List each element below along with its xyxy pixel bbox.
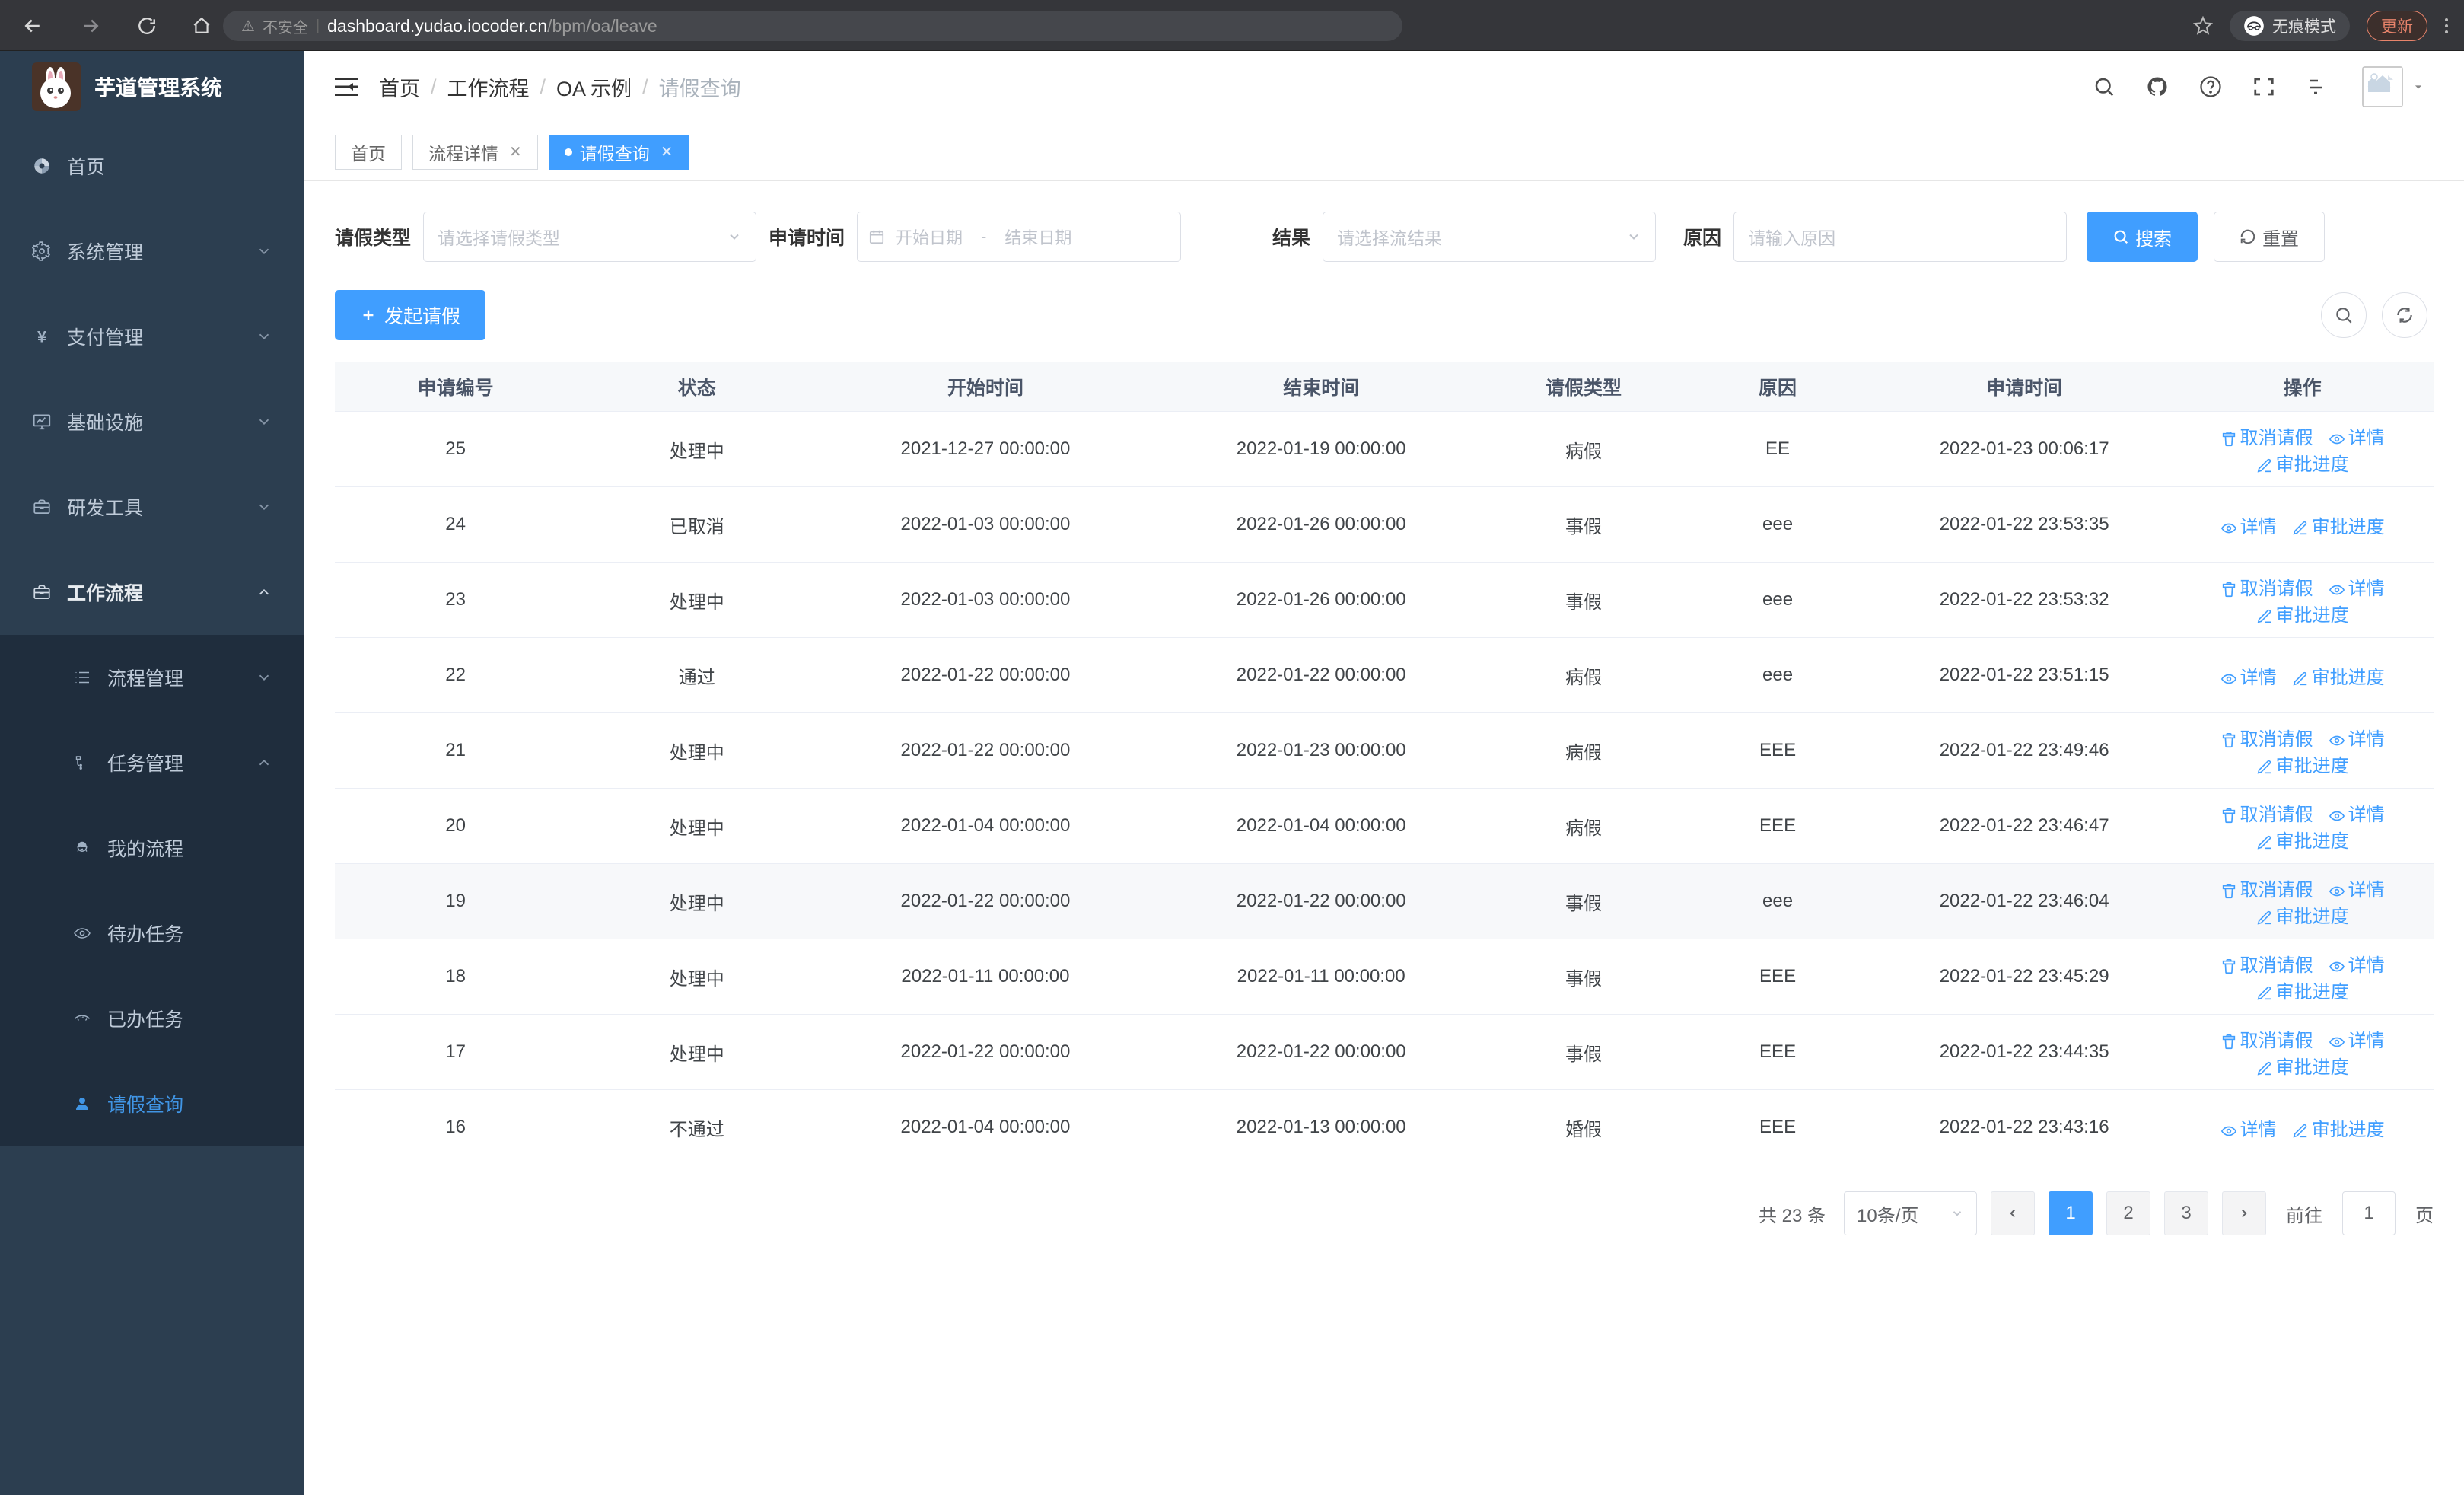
svg-text:¥: ¥	[37, 327, 46, 346]
